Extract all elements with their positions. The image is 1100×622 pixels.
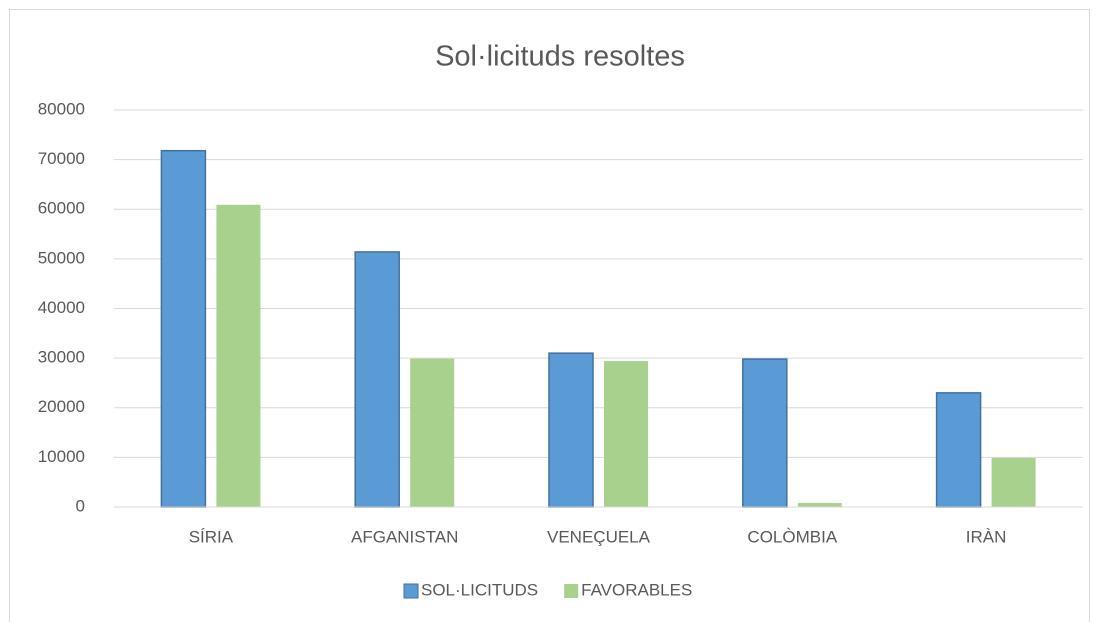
bar: [742, 358, 788, 508]
y-tick-label: 0: [76, 496, 85, 515]
y-tick-label: 60000: [38, 199, 85, 218]
bar: [604, 361, 648, 507]
y-tick-label: 40000: [38, 298, 85, 317]
bar: [160, 149, 207, 508]
bar: [216, 204, 261, 507]
legend-label: SOL·LICITUDS: [421, 580, 538, 599]
y-tick-label: 50000: [38, 248, 85, 267]
legend-label: FAVORABLES: [581, 580, 692, 599]
bar: [991, 457, 1036, 507]
bar: [935, 392, 982, 508]
bar: [410, 358, 455, 507]
bar: [354, 251, 400, 508]
chart-title: Sol·licituds resoltes: [435, 41, 685, 73]
x-tick-label: VENEÇUELA: [547, 527, 651, 546]
x-tick-label: AFGANISTAN: [351, 527, 458, 546]
y-tick-label: 70000: [38, 149, 85, 168]
legend-swatch: [403, 583, 419, 599]
y-tick-label: 20000: [38, 397, 85, 416]
x-tick-label: IRÀN: [966, 527, 1007, 546]
y-tick-label: 30000: [38, 348, 85, 367]
bar: [548, 352, 594, 508]
y-tick-label: 80000: [38, 99, 85, 118]
legend-swatch: [564, 584, 579, 598]
y-tick-label: 10000: [38, 447, 85, 466]
x-tick-label: SÍRIA: [189, 527, 234, 546]
x-tick-label: COLÒMBIA: [747, 527, 837, 546]
bar: [797, 503, 842, 507]
